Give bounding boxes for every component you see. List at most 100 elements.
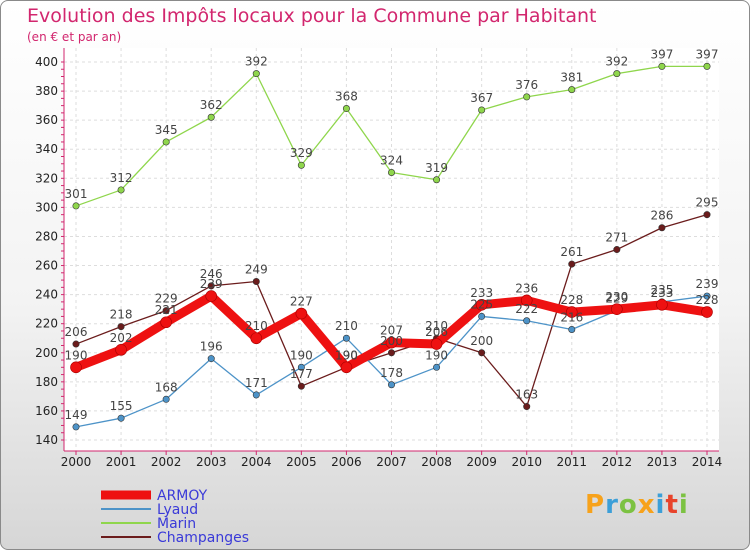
- data-point-champanges: [703, 211, 711, 219]
- data-point-marin: [342, 105, 350, 113]
- data-point-champanges: [162, 307, 170, 315]
- data-label-lyaud: 222: [515, 302, 538, 316]
- data-point-champanges: [613, 246, 621, 254]
- data-label-champanges: 271: [605, 231, 628, 245]
- data-label-marin: 392: [605, 55, 628, 69]
- data-point-armoy: [565, 306, 578, 318]
- data-point-armoy: [340, 361, 353, 374]
- logo-letter: r: [605, 490, 619, 520]
- data-label-marin: 329: [290, 146, 313, 160]
- x-tick-label: 2007: [376, 455, 407, 469]
- x-tick-label: 2003: [196, 455, 227, 469]
- data-label-champanges: 210: [425, 319, 448, 333]
- x-tick-label: 2000: [61, 455, 92, 469]
- x-tick-label: 2006: [331, 455, 362, 469]
- x-tick-label: 2005: [286, 455, 317, 469]
- data-label-armoy: 233: [470, 286, 493, 300]
- legend-label-lyaud: Lyaud: [157, 502, 198, 518]
- data-label-armoy: 239: [200, 277, 223, 291]
- data-point-marin: [72, 202, 80, 210]
- chart-title: Evolution des Impôts locaux pour la Comm…: [27, 5, 597, 27]
- data-label-champanges: 246: [200, 267, 223, 281]
- x-tick-label: 2010: [511, 455, 542, 469]
- data-label-lyaud: 171: [245, 376, 268, 390]
- data-point-marin: [117, 186, 125, 194]
- data-point-armoy: [520, 294, 533, 307]
- data-point-lyaud: [342, 334, 350, 342]
- data-point-armoy: [385, 336, 398, 349]
- logo-letter: i: [655, 490, 666, 520]
- data-label-armoy: 221: [155, 303, 178, 317]
- legend-label-armoy: ARMOY: [157, 488, 208, 504]
- data-label-champanges: 200: [380, 334, 403, 348]
- data-point-champanges: [658, 224, 666, 232]
- data-label-armoy: 202: [110, 331, 133, 345]
- data-point-lyaud: [523, 317, 531, 325]
- data-point-lyaud: [478, 312, 486, 320]
- data-point-marin: [703, 62, 711, 70]
- data-label-armoy: 207: [380, 324, 403, 338]
- data-point-armoy: [701, 306, 713, 318]
- y-tick-label: 200: [35, 346, 58, 360]
- data-point-champanges: [568, 260, 576, 268]
- x-tick-label: 2001: [106, 455, 137, 469]
- data-label-marin: 345: [155, 123, 178, 137]
- data-point-marin: [207, 113, 215, 121]
- y-tick-label: 140: [35, 433, 58, 447]
- data-point-marin: [658, 62, 666, 70]
- data-label-marin: 397: [650, 47, 673, 61]
- data-point-armoy: [475, 298, 488, 311]
- data-point-champanges: [252, 278, 260, 286]
- data-point-armoy: [70, 361, 82, 374]
- data-label-champanges: 200: [470, 334, 493, 348]
- data-point-lyaud: [252, 391, 260, 399]
- data-label-lyaud: 225: [470, 297, 493, 311]
- y-tick-label: 280: [35, 229, 58, 243]
- data-label-lyaud: 168: [155, 380, 178, 394]
- y-tick-label: 360: [35, 113, 58, 127]
- y-tick-label: 220: [35, 317, 58, 331]
- data-point-marin: [568, 86, 576, 94]
- data-point-armoy: [430, 338, 443, 350]
- y-tick-label: 380: [35, 84, 58, 98]
- data-point-armoy: [160, 316, 172, 329]
- data-point-marin: [433, 176, 441, 184]
- y-tick-label: 300: [35, 200, 58, 214]
- y-tick-label: 180: [35, 375, 58, 389]
- logo-letter: o: [618, 490, 638, 520]
- y-tick-label: 240: [35, 288, 58, 302]
- data-point-lyaud: [162, 395, 170, 403]
- data-label-armoy: 210: [245, 319, 268, 333]
- proxiti-logo: Proxiti: [585, 490, 689, 520]
- data-point-armoy: [295, 307, 308, 320]
- data-label-armoy: 190: [335, 348, 358, 362]
- data-point-marin: [252, 70, 260, 78]
- data-label-armoy: 228: [696, 293, 719, 307]
- x-tick-label: 2013: [647, 455, 678, 469]
- data-point-lyaud: [387, 381, 395, 389]
- data-label-marin: 376: [515, 78, 538, 92]
- data-label-marin: 319: [425, 161, 448, 175]
- logo-letter: t: [665, 490, 679, 520]
- data-label-marin: 381: [560, 71, 583, 85]
- legend-label-champanges: Champanges: [157, 530, 249, 546]
- chart-subtitle: (en € et par an): [27, 30, 122, 44]
- data-label-lyaud: 190: [425, 348, 448, 362]
- data-point-lyaud: [117, 414, 125, 422]
- x-tick-label: 2008: [421, 455, 452, 469]
- data-label-champanges: 249: [245, 263, 268, 277]
- data-point-armoy: [205, 290, 218, 302]
- y-tick-label: 260: [35, 259, 58, 273]
- legend-label-marin: Marin: [157, 516, 196, 532]
- data-label-marin: 312: [110, 171, 133, 185]
- data-point-lyaud: [703, 292, 711, 300]
- y-tick-label: 320: [35, 171, 58, 185]
- logo-letter: P: [585, 490, 606, 520]
- data-label-champanges: 206: [65, 325, 88, 339]
- x-tick-label: 2002: [151, 455, 182, 469]
- data-point-champanges: [72, 340, 80, 348]
- data-label-lyaud: 239: [696, 277, 719, 291]
- x-tick-label: 2004: [241, 455, 272, 469]
- y-tick-label: 400: [35, 55, 58, 69]
